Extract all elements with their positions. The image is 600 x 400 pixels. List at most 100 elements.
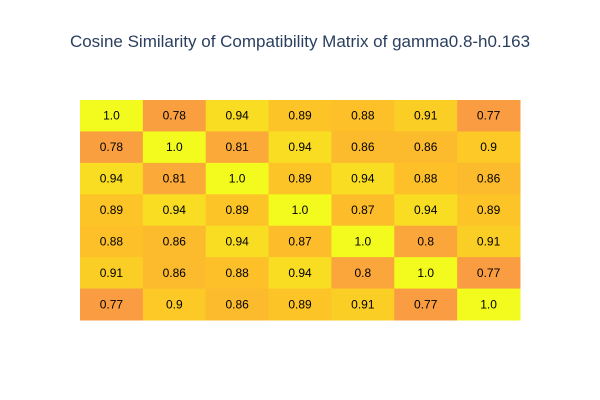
cell-value-label-r4-c2: 0.94	[225, 234, 249, 248]
cell-value-label-r3-c3: 1.0	[292, 203, 309, 217]
heatmap-cell-r2-c4	[331, 162, 395, 195]
heatmap-cell-r6-c2	[205, 288, 270, 321]
cell-value-label-r4-c3: 0.87	[288, 234, 312, 248]
cell-value-label-r1-c6: 0.9	[480, 140, 497, 154]
heatmap-cell-r4-c1	[142, 225, 207, 258]
cell-value-label-r0-c2: 0.94	[225, 109, 249, 123]
heatmap-cell-r1-c3	[268, 131, 332, 164]
cell-value-label-r6-c5: 0.77	[414, 297, 438, 311]
heatmap-cell-r5-c3	[268, 257, 332, 290]
cell-value-label-r6-c4: 0.91	[351, 297, 375, 311]
heatmap-cell-r6-c0	[80, 288, 144, 321]
cell-value-label-r1-c4: 0.86	[351, 140, 375, 154]
cell-value-label-r6-c2: 0.86	[225, 297, 249, 311]
cell-value-label-r1-c0: 0.78	[100, 140, 124, 154]
heatmap-cell-r5-c0	[80, 257, 144, 290]
heatmap-cell-r2-c1	[142, 162, 207, 195]
heatmap-cell-r3-c6	[457, 194, 521, 227]
heatmap-cell-r0-c4	[331, 100, 395, 132]
cell-value-label-r3-c2: 0.89	[225, 203, 249, 217]
heatmap-cell-r3-c3	[268, 194, 332, 227]
cell-value-label-r2-c6: 0.86	[477, 172, 501, 186]
heatmap-cell-r3-c4	[331, 194, 395, 227]
cell-value-label-r0-c0: 1.0	[103, 109, 120, 123]
cell-value-label-r4-c0: 0.88	[100, 234, 124, 248]
cell-value-label-r6-c1: 0.9	[166, 297, 183, 311]
heatmap-cell-r5-c5	[394, 257, 458, 290]
cell-value-label-r0-c3: 0.89	[288, 109, 312, 123]
cell-value-label-r0-c6: 0.77	[477, 109, 501, 123]
cell-value-label-r4-c4: 1.0	[355, 234, 372, 248]
cell-value-label-r4-c6: 0.91	[477, 234, 501, 248]
heatmap-cell-r6-c1	[142, 288, 207, 321]
heatmap-cell-r3-c1	[142, 194, 207, 227]
cell-value-label-r6-c3: 0.89	[288, 297, 312, 311]
cell-value-label-r5-c4: 0.8	[355, 266, 372, 280]
cell-value-label-r1-c3: 0.94	[288, 140, 312, 154]
heatmap-cell-r5-c1	[142, 257, 207, 290]
heatmap-cell-r4-c6	[457, 225, 521, 258]
heatmap-cell-r6-c3	[268, 288, 332, 321]
cell-value-label-r5-c1: 0.86	[163, 266, 187, 280]
heatmap-cell-r4-c4	[331, 225, 395, 258]
heatmap-cell-r2-c0	[80, 162, 144, 195]
heatmap-cell-r6-c6	[457, 288, 521, 321]
heatmap-cell-r0-c5	[394, 100, 458, 132]
heatmap-cell-r6-c4	[331, 288, 395, 321]
heatmap-cell-r0-c2	[205, 100, 270, 132]
cell-value-label-r5-c0: 0.91	[100, 266, 124, 280]
cell-value-label-r2-c1: 0.81	[163, 172, 187, 186]
heatmap-cell-r3-c2	[205, 194, 270, 227]
cell-value-label-r4-c5: 0.8	[417, 234, 434, 248]
heatmap-cell-r5-c4	[331, 257, 395, 290]
heatmap-cell-r2-c5	[394, 162, 458, 195]
cell-value-label-r1-c5: 0.86	[414, 140, 438, 154]
heatmap-cell-r1-c5	[394, 131, 458, 164]
cell-value-label-r6-c0: 0.77	[100, 297, 124, 311]
heatmap-cell-r6-c5	[394, 288, 458, 321]
heatmap-cell-r1-c4	[331, 131, 395, 164]
cell-value-label-r6-c6: 1.0	[480, 297, 497, 311]
cell-value-label-r5-c6: 0.77	[477, 266, 501, 280]
heatmap-cell-r2-c2	[205, 162, 270, 195]
cell-value-label-r2-c3: 0.89	[288, 172, 312, 186]
chart-title: Cosine Similarity of Compatibility Matri…	[69, 32, 531, 51]
heatmap-cell-r1-c0	[80, 131, 144, 164]
heatmap-cell-r2-c6	[457, 162, 521, 195]
heatmap-cell-r1-c1	[142, 131, 207, 164]
cell-value-label-r3-c5: 0.94	[414, 203, 438, 217]
heatmap-cell-r4-c0	[80, 225, 144, 258]
heatmap-cell-r3-c0	[80, 194, 144, 227]
cell-value-label-r2-c4: 0.94	[351, 172, 375, 186]
heatmap-cell-r4-c3	[268, 225, 332, 258]
cell-value-label-r2-c0: 0.94	[100, 172, 124, 186]
cell-value-label-r2-c5: 0.88	[414, 172, 438, 186]
cell-value-label-r5-c2: 0.88	[225, 266, 249, 280]
cell-value-label-r3-c0: 0.89	[100, 203, 124, 217]
heatmap-cell-r4-c2	[205, 225, 270, 258]
heatmap-cell-r0-c0	[80, 100, 144, 132]
cell-value-label-r1-c2: 0.81	[225, 140, 249, 154]
heatmap-cell-r2-c3	[268, 162, 332, 195]
heatmap-cells	[80, 100, 521, 321]
heatmap-cell-r3-c5	[394, 194, 458, 227]
heatmap-cell-r4-c5	[394, 225, 458, 258]
heatmap-cell-r0-c6	[457, 100, 521, 132]
heatmap-cell-labels: 1.0 0.78 0.94 0.89 0.88 0.91 0.77 0.78 1.0 0.81 0.…	[100, 109, 501, 312]
cell-value-label-r0-c1: 0.78	[163, 109, 187, 123]
heatmap-cell-r5-c6	[457, 257, 521, 290]
heatmap-cell-r5-c2	[205, 257, 270, 290]
cell-value-label-r3-c6: 0.89	[477, 203, 501, 217]
heatmap-cell-r1-c2	[205, 131, 270, 164]
heatmap-cell-r0-c1	[142, 100, 207, 132]
cell-value-label-r3-c4: 0.87	[351, 203, 375, 217]
heatmap-cell-r1-c6	[457, 131, 521, 164]
cell-value-label-r5-c3: 0.94	[288, 266, 312, 280]
heatmap-cell-r0-c3	[268, 100, 332, 132]
cell-value-label-r3-c1: 0.94	[163, 203, 187, 217]
cell-value-label-r0-c4: 0.88	[351, 109, 375, 123]
cell-value-label-r4-c1: 0.86	[163, 234, 187, 248]
cell-value-label-r1-c1: 1.0	[166, 140, 183, 154]
cell-value-label-r5-c5: 1.0	[417, 266, 434, 280]
